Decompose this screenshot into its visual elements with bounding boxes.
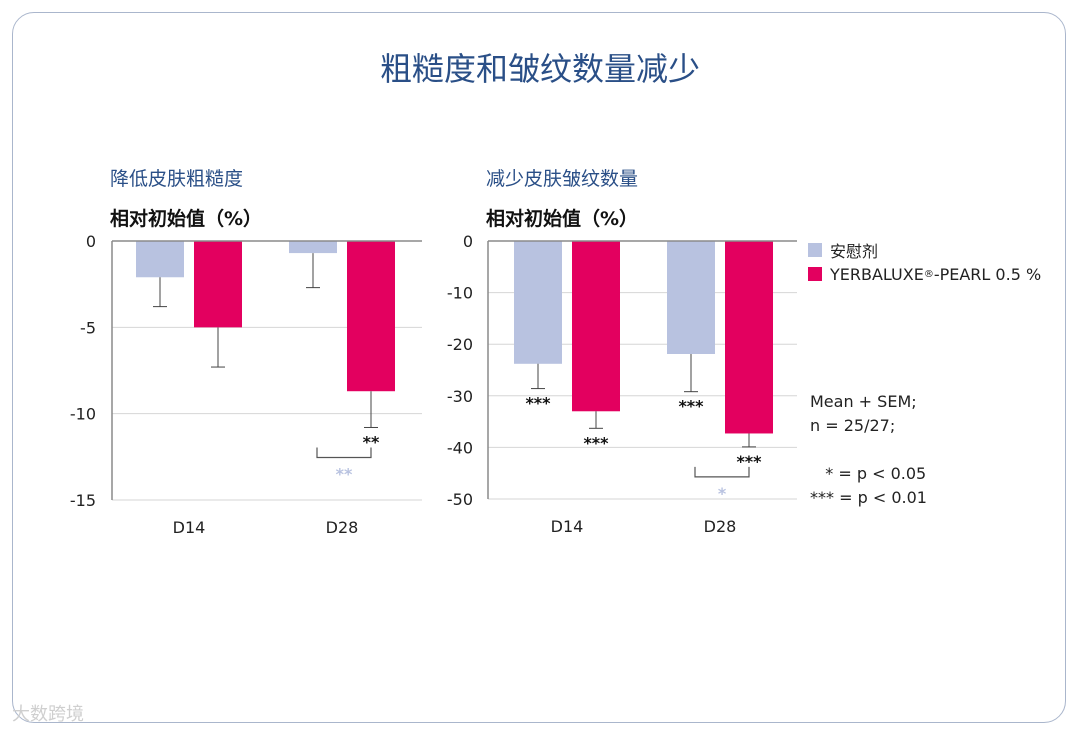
watermark: 大数跨境 [12, 704, 84, 725]
chart2-significance-label: *** [525, 394, 551, 413]
chart2-bar-d14-active [572, 241, 620, 412]
chart1-category-label: D28 [326, 518, 359, 537]
legend-item-placebo: 安慰剂 [808, 238, 1041, 262]
chart1-category-label: D14 [173, 518, 206, 537]
chart2-ytick-label: -10 [447, 284, 473, 303]
legend-label-active-main: YERBALUXE [830, 264, 924, 284]
chart2-ytick-label: -20 [447, 335, 473, 354]
chart2-ytick-label: -30 [447, 387, 473, 406]
notes-line1: Mean + SEM; [810, 392, 917, 411]
legend: 安慰剂 YERBALUXE ® -PEARL 0.5 % [808, 238, 1041, 286]
chart1-subtitle: 降低皮肤粗糙度 [110, 168, 244, 190]
chart1-comparison-bracket [316, 447, 372, 459]
chart2-comparison-bracket [694, 466, 750, 478]
chart1-ytick-label: -15 [70, 491, 96, 510]
chart2-subtitle: 减少皮肤皱纹数量 [486, 168, 639, 190]
chart2-ylabel: 相对初始值（%） [486, 208, 639, 230]
chart1-ytick-label: -5 [80, 318, 96, 337]
chart1-ylabel: 相对初始值（%） [110, 208, 263, 230]
notes-line2: n = 25/27; [810, 416, 896, 435]
legend-label-active-rest: -PEARL 0.5 % [933, 264, 1042, 284]
chart2-comparison-label: * [718, 484, 727, 503]
chart2-bar-d14-placebo [514, 241, 562, 364]
chart2-category-label: D28 [704, 517, 737, 536]
stats-notes: Mean + SEM; n = 25/27; * = p < 0.05 *** … [810, 390, 927, 510]
outer-frame [12, 12, 1066, 723]
notes-spacer [810, 438, 927, 462]
chart1-bar-d14-active [194, 241, 242, 328]
chart1-significance-label: ** [363, 432, 380, 451]
legend-swatch-placebo [808, 243, 822, 257]
chart2-significance-label: *** [678, 397, 704, 416]
chart2-ytick-label: -50 [447, 490, 473, 509]
chart1-bar-d28-placebo [289, 241, 337, 254]
chart1-bar-d14-placebo [136, 241, 184, 278]
legend-item-active: YERBALUXE ® -PEARL 0.5 % [808, 262, 1041, 286]
notes-line3: * = p < 0.05 [810, 464, 927, 483]
chart2-bar-d28-placebo [667, 241, 715, 355]
chart2-significance-label: *** [736, 452, 762, 471]
legend-label-active-reg: ® [923, 268, 934, 280]
legend-swatch-active [808, 267, 822, 281]
page-title: 粗糙度和皱纹数量减少 [379, 50, 700, 88]
chart2-category-label: D14 [551, 517, 584, 536]
chart2-ytick-label: 0 [463, 232, 473, 251]
chart1-bar-d28-active [347, 241, 395, 392]
legend-label-placebo: 安慰剂 [830, 242, 879, 261]
chart2-ytick-label: -40 [447, 438, 473, 457]
notes-line4: *** = p < 0.01 [810, 488, 927, 507]
chart2-significance-label: *** [583, 433, 609, 452]
chart2-bar-d28-active [725, 241, 773, 434]
chart1-ytick-label: -10 [70, 405, 96, 424]
chart1-comparison-label: ** [336, 464, 353, 483]
chart1-ytick-label: 0 [86, 232, 96, 251]
